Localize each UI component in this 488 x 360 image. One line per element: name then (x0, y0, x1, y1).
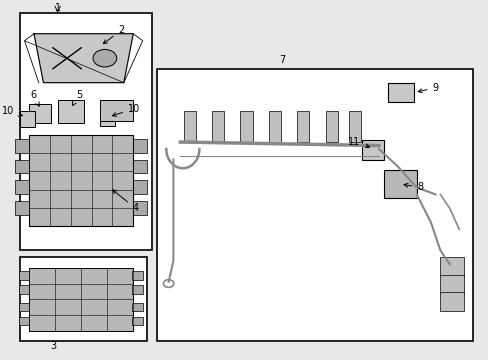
Circle shape (93, 49, 117, 67)
Bar (20, 13, 152, 250)
Bar (15, 139, 29, 153)
Bar (132, 303, 142, 311)
Bar (440, 275, 463, 294)
Bar (15, 159, 29, 174)
Text: 10: 10 (112, 104, 140, 116)
Bar (100, 111, 115, 126)
Bar (133, 139, 147, 153)
Text: 8: 8 (403, 183, 423, 193)
Text: 1: 1 (55, 3, 61, 13)
Bar (157, 69, 472, 341)
Bar (19, 303, 29, 311)
Bar (133, 180, 147, 194)
Bar (58, 100, 83, 123)
Bar (19, 271, 29, 280)
Bar (133, 159, 147, 174)
Text: 2: 2 (103, 25, 124, 44)
Bar (348, 111, 361, 142)
Bar (440, 292, 463, 311)
Text: 7: 7 (278, 55, 285, 65)
Bar (19, 317, 29, 325)
Bar (100, 100, 133, 121)
Bar (15, 180, 29, 194)
Text: 11: 11 (347, 137, 369, 148)
Bar (132, 285, 142, 294)
Text: 9: 9 (417, 83, 438, 93)
Bar (383, 170, 416, 198)
Bar (20, 111, 35, 127)
Bar (20, 257, 147, 341)
Bar (268, 111, 281, 142)
Bar (440, 257, 463, 276)
Bar (183, 111, 196, 142)
Text: 5: 5 (72, 90, 82, 105)
Bar (15, 202, 29, 215)
Bar (240, 111, 252, 142)
Text: 4: 4 (112, 190, 139, 213)
Bar (29, 135, 133, 226)
Bar (297, 111, 309, 142)
Text: 3: 3 (50, 341, 56, 351)
Bar (212, 111, 224, 142)
Bar (19, 285, 29, 294)
Bar (362, 140, 383, 159)
Bar (132, 271, 142, 280)
Bar (29, 268, 133, 331)
Polygon shape (34, 34, 133, 83)
Bar (325, 111, 337, 142)
Text: 10: 10 (2, 105, 22, 116)
Bar (29, 104, 50, 123)
Text: 6: 6 (30, 90, 39, 106)
Bar (132, 317, 142, 325)
Bar (133, 202, 147, 215)
Bar (387, 83, 413, 102)
